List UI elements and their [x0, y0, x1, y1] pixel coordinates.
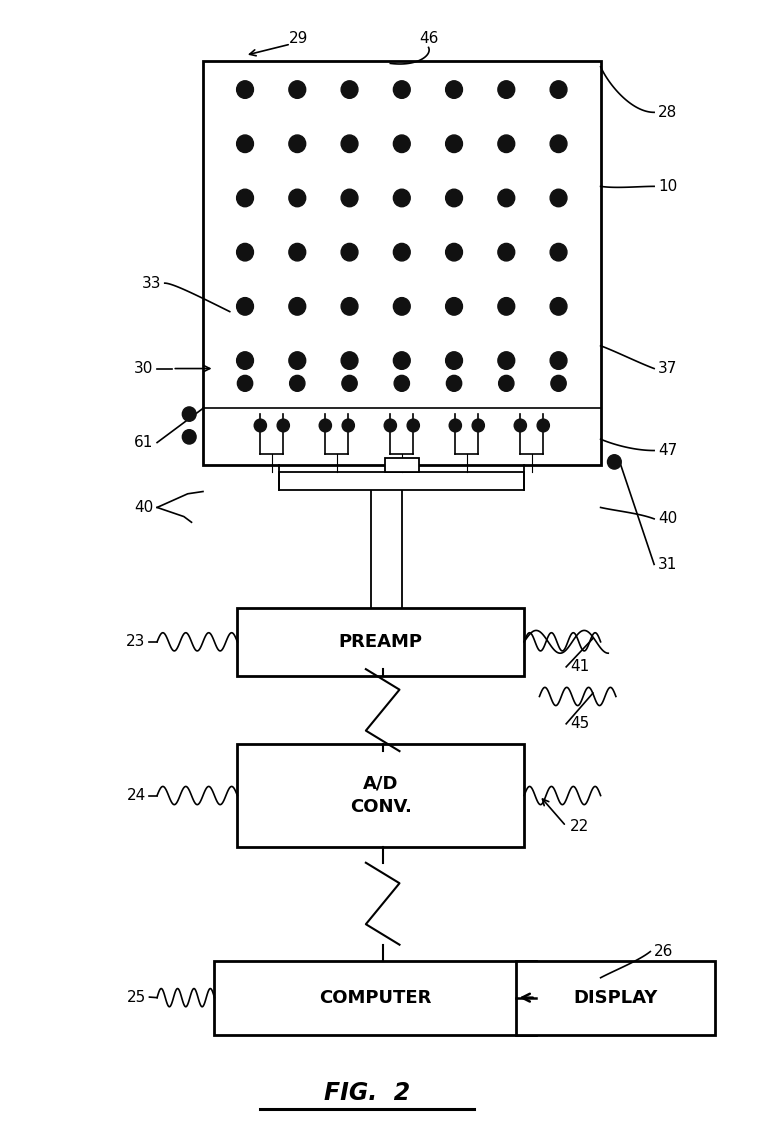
- Ellipse shape: [289, 189, 305, 206]
- Text: A/D
CONV.: A/D CONV.: [350, 774, 412, 817]
- Text: 61: 61: [134, 435, 153, 450]
- Text: 24: 24: [126, 788, 145, 803]
- Text: 37: 37: [658, 361, 677, 376]
- Ellipse shape: [342, 419, 354, 432]
- Text: 47: 47: [658, 443, 677, 458]
- Ellipse shape: [182, 430, 196, 444]
- Ellipse shape: [393, 352, 410, 369]
- Ellipse shape: [237, 243, 254, 260]
- Ellipse shape: [393, 135, 410, 153]
- Ellipse shape: [278, 419, 289, 432]
- Ellipse shape: [289, 80, 305, 99]
- Bar: [385, 459, 419, 473]
- Ellipse shape: [237, 80, 254, 99]
- Ellipse shape: [341, 189, 358, 206]
- Ellipse shape: [498, 80, 515, 99]
- Text: 23: 23: [126, 634, 145, 649]
- Bar: [237, 744, 524, 846]
- Ellipse shape: [550, 243, 567, 260]
- Text: 22: 22: [570, 819, 589, 834]
- Ellipse shape: [290, 375, 305, 391]
- Ellipse shape: [342, 375, 357, 391]
- Ellipse shape: [237, 135, 254, 153]
- Ellipse shape: [498, 297, 515, 315]
- Ellipse shape: [384, 419, 397, 432]
- Ellipse shape: [550, 80, 567, 99]
- Ellipse shape: [445, 297, 462, 315]
- Ellipse shape: [449, 419, 461, 432]
- Text: 46: 46: [419, 31, 438, 46]
- Ellipse shape: [551, 375, 566, 391]
- Ellipse shape: [514, 419, 526, 432]
- Ellipse shape: [237, 352, 254, 369]
- Ellipse shape: [537, 419, 550, 432]
- Text: 30: 30: [134, 361, 153, 376]
- Ellipse shape: [445, 243, 462, 260]
- Text: PREAMP: PREAMP: [339, 633, 423, 650]
- Ellipse shape: [393, 80, 410, 99]
- Text: 33: 33: [141, 275, 161, 290]
- Text: 10: 10: [658, 179, 677, 194]
- Text: 29: 29: [289, 31, 308, 46]
- Ellipse shape: [341, 80, 358, 99]
- Bar: [237, 608, 524, 676]
- Ellipse shape: [498, 243, 515, 260]
- Text: 28: 28: [658, 104, 677, 119]
- Text: FIG.  2: FIG. 2: [324, 1082, 410, 1106]
- Ellipse shape: [393, 243, 410, 260]
- Ellipse shape: [498, 352, 515, 369]
- Text: 26: 26: [654, 944, 673, 959]
- Ellipse shape: [341, 243, 358, 260]
- Ellipse shape: [289, 352, 305, 369]
- Text: 31: 31: [658, 557, 677, 572]
- Ellipse shape: [499, 375, 514, 391]
- Ellipse shape: [393, 189, 410, 206]
- Ellipse shape: [254, 419, 267, 432]
- Text: 25: 25: [126, 990, 145, 1005]
- Ellipse shape: [472, 419, 485, 432]
- Ellipse shape: [341, 352, 358, 369]
- Ellipse shape: [394, 375, 410, 391]
- Ellipse shape: [550, 352, 567, 369]
- Ellipse shape: [550, 189, 567, 206]
- Ellipse shape: [341, 135, 358, 153]
- Bar: [214, 961, 536, 1035]
- Ellipse shape: [289, 297, 305, 315]
- Text: 45: 45: [570, 717, 589, 732]
- Bar: [280, 473, 524, 491]
- Ellipse shape: [550, 135, 567, 153]
- Ellipse shape: [445, 352, 462, 369]
- Ellipse shape: [608, 454, 621, 469]
- Ellipse shape: [182, 407, 196, 421]
- Ellipse shape: [393, 297, 410, 315]
- Ellipse shape: [237, 375, 253, 391]
- Ellipse shape: [289, 243, 305, 260]
- Ellipse shape: [445, 80, 462, 99]
- Ellipse shape: [498, 135, 515, 153]
- Bar: [203, 61, 601, 466]
- Text: 41: 41: [570, 660, 589, 674]
- Ellipse shape: [550, 297, 567, 315]
- Bar: [516, 961, 715, 1035]
- Ellipse shape: [289, 135, 305, 153]
- Ellipse shape: [407, 419, 420, 432]
- Ellipse shape: [341, 297, 358, 315]
- Ellipse shape: [445, 189, 462, 206]
- Text: 40: 40: [134, 500, 153, 515]
- Ellipse shape: [445, 135, 462, 153]
- Ellipse shape: [237, 189, 254, 206]
- Text: 40: 40: [658, 512, 677, 526]
- Text: DISPLAY: DISPLAY: [574, 989, 658, 1007]
- Ellipse shape: [498, 189, 515, 206]
- Text: COMPUTER: COMPUTER: [318, 989, 431, 1007]
- Ellipse shape: [237, 297, 254, 315]
- Ellipse shape: [319, 419, 332, 432]
- Ellipse shape: [446, 375, 461, 391]
